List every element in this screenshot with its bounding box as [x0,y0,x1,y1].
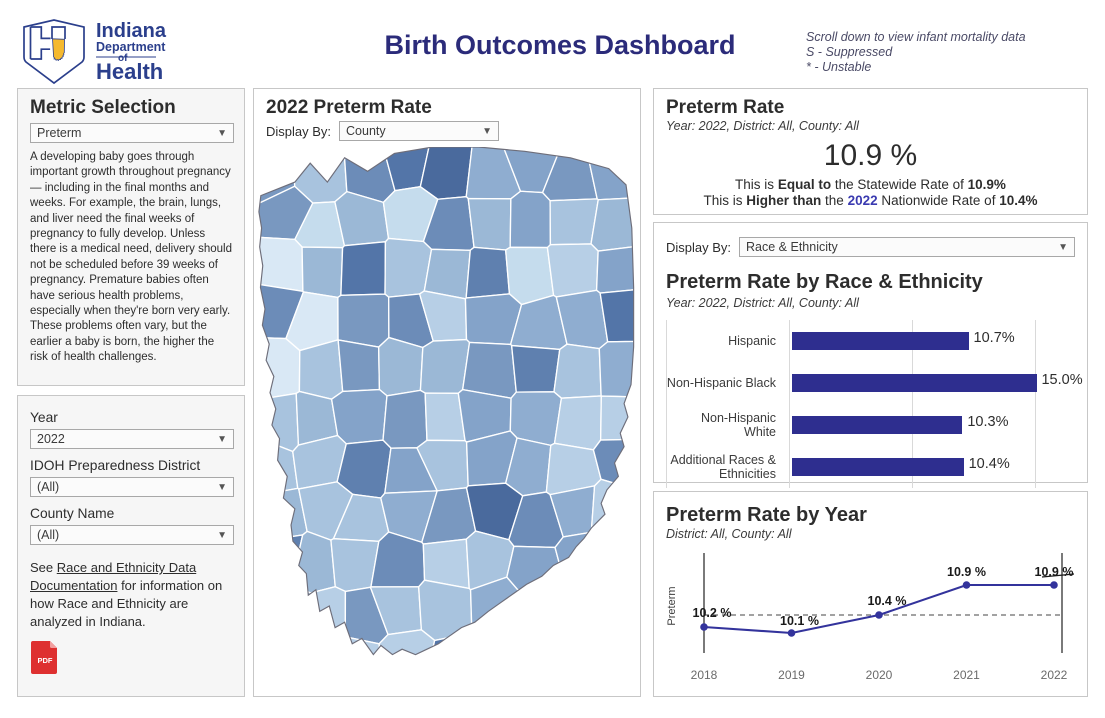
svg-text:2018: 2018 [691,668,718,682]
svg-text:Health: Health [96,59,163,84]
svg-text:2022: 2022 [1041,668,1068,682]
svg-text:PDF: PDF [38,656,53,665]
svg-text:10.9 %: 10.9 % [947,565,986,579]
svg-text:10.4 %: 10.4 % [868,594,907,608]
svg-text:10.2 %: 10.2 % [693,606,732,620]
svg-text:Preterm: Preterm [666,586,678,625]
svg-text:Indiana: Indiana [96,20,167,42]
svg-text:2020: 2020 [866,668,893,682]
svg-text:2021: 2021 [953,668,980,682]
svg-text:Department: Department [96,40,166,54]
svg-text:10.9 %: 10.9 % [1035,565,1074,579]
svg-text:10.1 %: 10.1 % [780,614,819,628]
svg-text:2019: 2019 [778,668,805,682]
